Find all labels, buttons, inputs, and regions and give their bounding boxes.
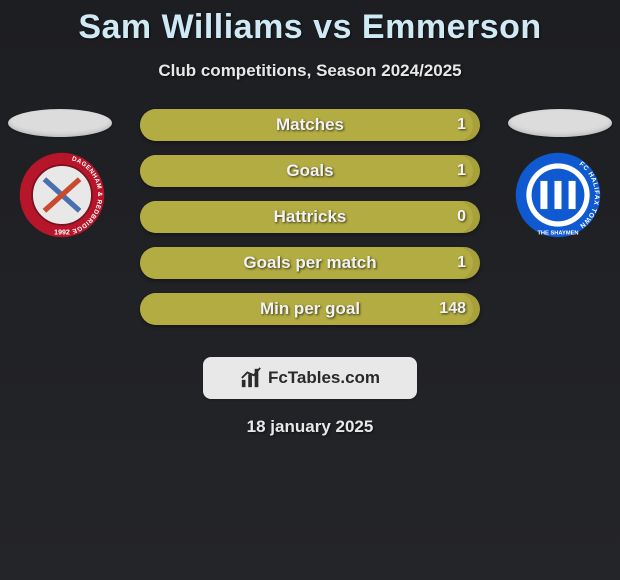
stat-bar: Min per goal148 (140, 293, 480, 325)
date-text: 18 january 2025 (0, 417, 620, 437)
halifax-town-badge-icon: FC HALIFAX TOWN THE SHAYMEN (514, 151, 602, 239)
content-area: DAGENHAM & REDBRIDGE 1992 FC HALIFAX TOW… (0, 109, 620, 339)
stat-bar-label: Hattricks (140, 201, 480, 233)
stat-bar: Goals1 (140, 155, 480, 187)
stat-bar-value: 1 (457, 155, 466, 187)
stat-bar-value: 1 (457, 247, 466, 279)
player-right-ellipse (508, 109, 612, 137)
dagenham-redbridge-badge-icon: DAGENHAM & REDBRIDGE 1992 (18, 151, 106, 239)
stat-bar-value: 1 (457, 109, 466, 141)
stat-bar: Hattricks0 (140, 201, 480, 233)
footer-brand: FcTables.com (203, 357, 417, 399)
stat-bar-label: Goals (140, 155, 480, 187)
stat-bar-label: Matches (140, 109, 480, 141)
stat-bar: Goals per match1 (140, 247, 480, 279)
stat-bar-value: 0 (457, 201, 466, 233)
comparison-infographic: Sam Williams vs Emmerson Club competitio… (0, 0, 620, 580)
stat-bar-label: Min per goal (140, 293, 480, 325)
footer-brand-text: FcTables.com (268, 368, 380, 388)
stats-bars: Matches1Goals1Hattricks0Goals per match1… (140, 109, 480, 339)
bar-chart-icon (240, 367, 262, 389)
stat-bar-label: Goals per match (140, 247, 480, 279)
stat-bar: Matches1 (140, 109, 480, 141)
stat-bar-value: 148 (439, 293, 466, 325)
svg-text:THE SHAYMEN: THE SHAYMEN (537, 231, 578, 237)
svg-text:1992: 1992 (54, 230, 70, 237)
page-subtitle: Club competitions, Season 2024/2025 (0, 61, 620, 81)
club-right-badge: FC HALIFAX TOWN THE SHAYMEN (514, 151, 602, 239)
player-left-ellipse (8, 109, 112, 137)
page-title: Sam Williams vs Emmerson (0, 0, 620, 47)
club-left-badge: DAGENHAM & REDBRIDGE 1992 (18, 151, 106, 239)
